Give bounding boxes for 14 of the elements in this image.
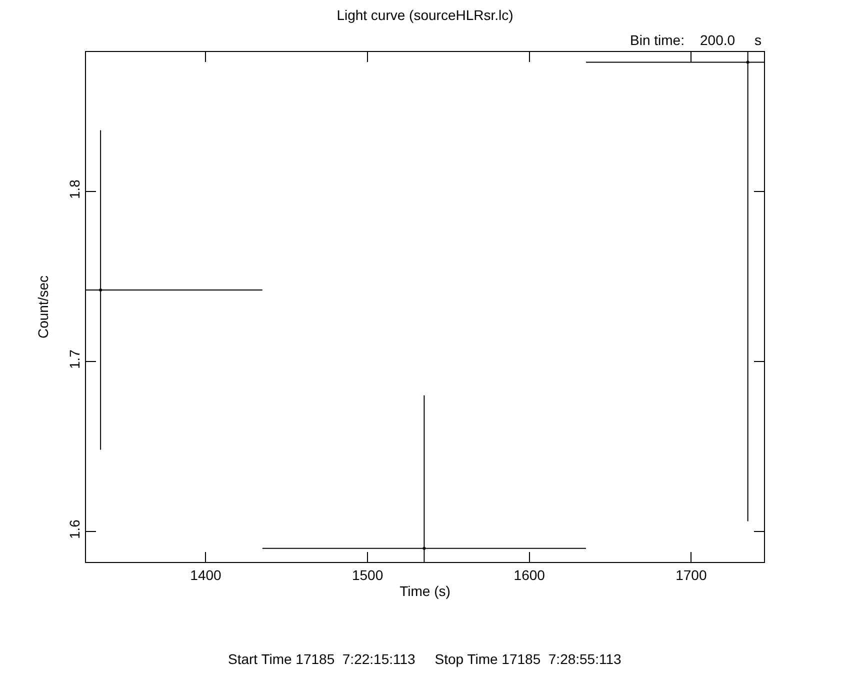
text: Bin time: 200.0 s (630, 32, 762, 48)
y-axis-title: Count/sec (35, 275, 51, 339)
point (746, 60, 750, 64)
x-tick-label: 1600 (514, 566, 546, 583)
x-tick-label: 1500 (352, 566, 384, 583)
x-tick-label: 1700 (676, 566, 707, 583)
y-tick-label: 1.7 (66, 349, 82, 370)
point (422, 546, 426, 550)
y-tick-label: 1.8 (66, 179, 82, 200)
x-axis-title: Time (s) (400, 583, 450, 600)
y-tick-label: 1.6 (66, 519, 82, 540)
x-tick-label: 1400 (190, 566, 222, 583)
text: Start Time 17185 7:22:15:113 Stop Time 17185 7:28:55:113 (228, 651, 622, 667)
chart-title: Light curve (sourceHLRsr.lc) (336, 7, 514, 23)
